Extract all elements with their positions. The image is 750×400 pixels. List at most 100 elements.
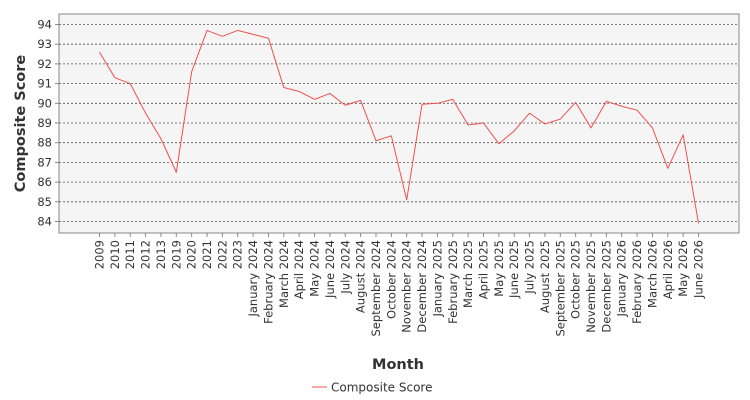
x-tick-label: September 2025 (553, 240, 567, 337)
x-tick-label: January 2025 (430, 240, 444, 318)
x-tick-label: 2022 (215, 240, 229, 269)
data-point (682, 133, 685, 136)
y-tick-label: 86 (37, 175, 52, 189)
series-line (99, 29, 700, 224)
data-point (298, 90, 301, 93)
x-tick-label: 2013 (154, 240, 168, 269)
x-tick-label: June 2024 (323, 240, 337, 299)
data-point (467, 123, 470, 126)
x-tick-label: March 2026 (645, 240, 659, 308)
x-tick-label: September 2024 (369, 240, 383, 337)
x-tick-label: August 2024 (354, 240, 368, 313)
x-tick-label: 2021 (200, 240, 214, 269)
x-axis-title: Month (372, 357, 424, 373)
y-tick-label: 91 (37, 77, 52, 91)
y-tick-label: 90 (37, 96, 52, 110)
data-point (590, 126, 593, 129)
data-point (344, 104, 347, 107)
data-point (528, 112, 531, 115)
x-tick-label: June 2025 (507, 240, 521, 299)
data-point (159, 137, 162, 140)
data-point (620, 105, 623, 108)
data-point (359, 99, 362, 102)
x-tick-label: 2023 (231, 240, 245, 269)
data-point (482, 122, 485, 125)
x-tick-label: February 2026 (630, 240, 644, 324)
y-tick-label: 92 (37, 57, 52, 71)
data-point (559, 118, 562, 121)
y-axis-title: Composite Score (13, 55, 29, 193)
x-tick-label: 2019 (169, 240, 183, 269)
x-tick-label: 2011 (123, 240, 137, 269)
x-tick-label: October 2024 (384, 240, 398, 319)
data-point (574, 101, 577, 104)
data-point (421, 103, 424, 106)
data-point (390, 134, 393, 137)
x-tick-label: 2009 (93, 240, 107, 269)
data-point (267, 37, 270, 40)
data-point (190, 70, 193, 73)
data-point (129, 82, 132, 85)
data-point (543, 122, 546, 125)
x-tick-label: May 2026 (676, 240, 690, 297)
x-tick-label: July 2025 (523, 240, 537, 295)
x-tick-label: February 2025 (446, 240, 460, 324)
x-tick-label: January 2024 (246, 240, 260, 318)
data-point (405, 198, 408, 201)
y-tick-label: 85 (37, 195, 52, 209)
x-tick-label: May 2025 (492, 240, 506, 297)
data-point (497, 142, 500, 145)
y-axis: 84 85 86 87 88 89 90 91 92 93 94 (37, 18, 59, 229)
data-point (697, 222, 700, 225)
x-tick-label: April 2026 (661, 240, 675, 299)
x-tick-label: February 2024 (261, 240, 275, 324)
y-tick-label: 87 (37, 155, 52, 169)
x-tick-label: May 2024 (308, 240, 322, 297)
x-tick-label: January 2026 (615, 240, 629, 318)
data-point (98, 51, 101, 54)
data-point (221, 35, 224, 38)
x-tick-label: December 2024 (415, 240, 429, 333)
data-point (144, 112, 147, 115)
x-tick-label: November 2024 (400, 240, 414, 333)
y-tick-label: 88 (37, 136, 52, 150)
data-point (605, 100, 608, 103)
y-tick-label: 94 (37, 18, 52, 32)
x-tick-label: August 2025 (538, 240, 552, 313)
x-tick-label: 2020 (185, 240, 199, 269)
x-tick-label: July 2024 (338, 240, 352, 295)
x-tick-label: December 2025 (599, 240, 613, 333)
data-point (252, 33, 255, 36)
x-tick-label: April 2024 (292, 240, 306, 299)
x-tick-label: 2012 (139, 240, 153, 269)
legend: Composite Score (312, 381, 432, 395)
y-tick-label: 93 (37, 37, 52, 51)
data-point (282, 86, 285, 89)
data-point (175, 171, 178, 174)
x-tick-label: June 2026 (692, 240, 706, 299)
x-tick-label: March 2024 (277, 240, 291, 308)
y-tick-label: 89 (37, 116, 52, 130)
data-point (113, 76, 116, 79)
data-point (328, 92, 331, 95)
data-point (513, 129, 516, 132)
data-point (636, 109, 639, 112)
plot-area (58, 13, 740, 234)
x-tick-label: November 2025 (584, 240, 598, 333)
gridlines (59, 24, 739, 222)
x-tick-label: 2010 (108, 240, 122, 269)
y-tick-label: 84 (37, 215, 52, 229)
data-point (451, 98, 454, 101)
legend-label: Composite Score (331, 381, 432, 395)
x-tick-label: October 2025 (569, 240, 583, 319)
data-point (651, 126, 654, 129)
data-point (374, 139, 377, 142)
data-point (313, 98, 316, 101)
data-point (236, 29, 239, 32)
x-tick-label: March 2025 (461, 240, 475, 308)
series-layer (98, 29, 700, 225)
x-tick-label: April 2025 (477, 240, 491, 299)
data-point (206, 29, 209, 32)
data-point (436, 102, 439, 105)
